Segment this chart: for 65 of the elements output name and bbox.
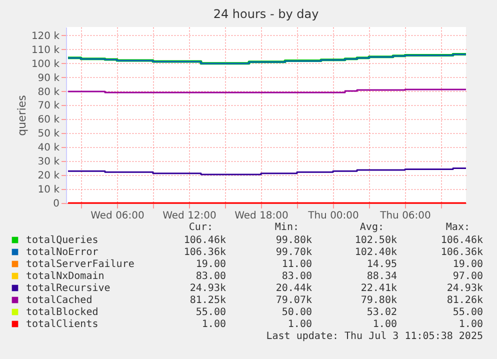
text: 99.80k [276,235,312,246]
y-tick-label: 80 k [38,86,60,98]
text: 24.93k [190,283,226,294]
y-tick-label: 40 k [38,142,60,154]
y-tick-label: 20 k [38,170,60,182]
text: 102.50k [354,235,397,246]
text: Cur: [188,222,213,233]
text: 83.00 [196,271,226,282]
text: 99.70k [276,247,312,258]
text: 106.36k [184,247,226,258]
text: 81.26k [446,295,483,306]
text: 81.25k [190,295,226,306]
legend-label: totalClients [26,319,98,330]
text: 50.00 [282,307,312,318]
y-tick-label: 0 [53,198,60,210]
text: 79.80k [360,295,397,306]
text: 106.46k [184,235,226,246]
y-tick-label: 120 k [31,30,60,42]
text: 19.00 [196,259,226,270]
text: 22.41k [360,283,397,294]
x-tick-label: Wed 06:00 [90,210,144,222]
text: 55.00 [196,307,226,318]
text: Min: [274,222,299,233]
x-tick-label: Wed 18:00 [234,210,288,222]
text: 53.02 [366,307,397,318]
text: 1.00 [458,319,483,330]
y-axis-title: queries [15,94,28,136]
y-tick-label: 60 k [38,114,60,126]
legend-label: totalCached [26,295,92,306]
text: 24.93k [446,283,483,294]
text: 88.34 [366,271,397,282]
text: 1.00 [372,319,397,330]
text: 20.44k [276,283,312,294]
text: Last update: Thu Jul 3 11:05:38 2025 [266,331,483,342]
text: 14.95 [366,259,397,270]
text: 102.40k [354,247,397,258]
y-tick-label: 100 k [31,58,60,70]
legend-label: totalRecursive [26,283,110,294]
y-tick-label: 110 k [31,44,60,56]
y-tick-label: 90 k [38,72,60,84]
text: 1.00 [202,319,226,330]
legend-label: totalBlocked [26,307,98,318]
legend-label: totalServerFailure [26,259,134,270]
x-tick-label: Wed 12:00 [162,210,216,222]
text: 11.00 [282,259,312,270]
y-tick-label: 10 k [38,184,60,196]
text: 97.00 [452,271,483,282]
text: 79.07k [276,295,312,306]
text: 106.36k [440,247,483,258]
y-tick-label: 30 k [38,156,60,168]
text: 83.00 [282,271,312,282]
text: Avg: [360,222,384,233]
text: Max: [446,222,470,233]
text: 19.00 [452,259,483,270]
y-tick-label: 70 k [38,100,60,112]
legend-label: totalQueries [26,235,98,246]
text: 55.00 [452,307,483,318]
legend-label: totalNxDomain [26,271,104,282]
y-tick-label: 50 k [38,128,60,140]
text: 1.00 [288,319,312,330]
x-tick-label: Thu 06:00 [379,210,431,222]
text: 106.46k [440,235,483,246]
legend-label: totalNoError [26,247,98,258]
chart-title: 24 hours - by day [213,7,319,21]
x-tick-label: Thu 00:00 [307,210,359,222]
